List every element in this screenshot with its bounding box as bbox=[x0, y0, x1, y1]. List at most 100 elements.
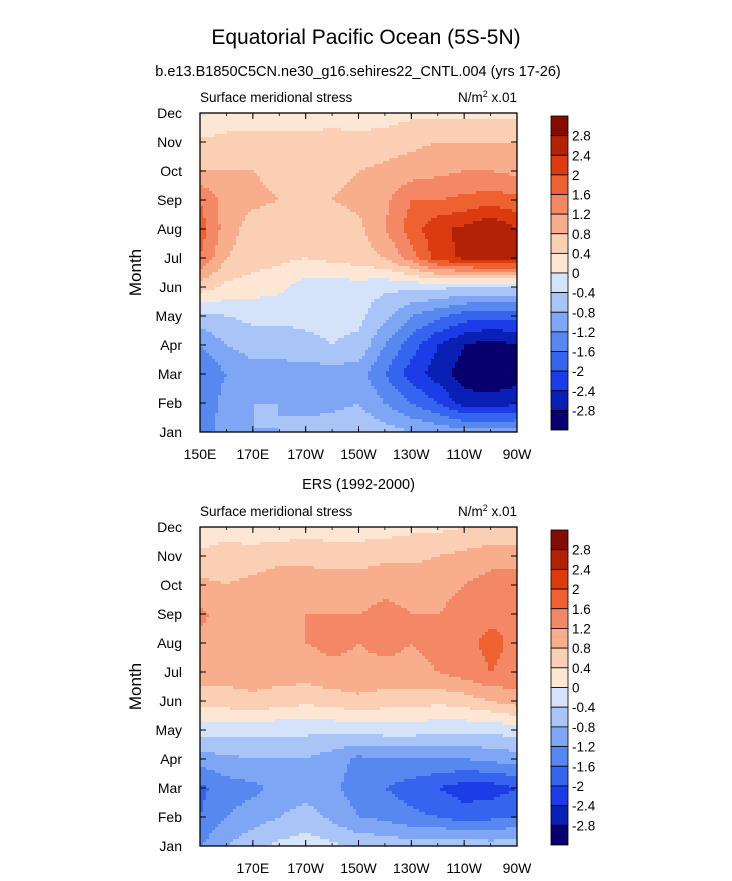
heatmap-cell bbox=[401, 149, 405, 153]
heatmap-cell bbox=[500, 212, 504, 216]
heatmap-cell bbox=[365, 248, 369, 252]
heatmap-cell bbox=[449, 218, 453, 222]
heatmap-cell bbox=[476, 137, 480, 141]
heatmap-cell bbox=[341, 236, 345, 240]
heatmap-cell bbox=[233, 158, 237, 162]
heatmap-cell bbox=[374, 221, 378, 225]
heatmap-cell bbox=[296, 194, 300, 198]
heatmap-cell bbox=[314, 146, 318, 150]
heatmap-cell bbox=[296, 128, 300, 132]
heatmap-cell bbox=[260, 146, 264, 150]
heatmap-cell bbox=[326, 122, 330, 126]
heatmap-cell bbox=[383, 122, 387, 126]
heatmap-cell bbox=[335, 185, 339, 189]
heatmap-cell bbox=[302, 221, 306, 225]
heatmap-cell bbox=[461, 125, 465, 129]
heatmap-cell bbox=[278, 230, 282, 234]
heatmap-cell bbox=[383, 251, 387, 255]
heatmap-cell bbox=[482, 224, 486, 228]
heatmap-cell bbox=[422, 134, 426, 138]
heatmap-cell bbox=[314, 197, 318, 201]
heatmap-cell bbox=[392, 143, 396, 147]
heatmap-cell bbox=[470, 245, 474, 249]
heatmap-cell bbox=[449, 200, 453, 204]
heatmap-cell bbox=[293, 224, 297, 228]
heatmap-cell bbox=[257, 206, 261, 210]
heatmap-cell bbox=[452, 203, 456, 207]
heatmap-cell bbox=[440, 143, 444, 147]
heatmap-cell bbox=[512, 188, 516, 192]
heatmap-cell bbox=[473, 137, 477, 141]
heatmap-cell bbox=[422, 212, 426, 216]
heatmap-cell bbox=[278, 131, 282, 135]
heatmap-cell bbox=[434, 233, 438, 237]
heatmap-cell bbox=[467, 155, 471, 159]
heatmap-cell bbox=[410, 200, 414, 204]
heatmap-cell bbox=[203, 242, 207, 246]
heatmap-cell bbox=[338, 224, 342, 228]
heatmap-cell bbox=[338, 218, 342, 222]
heatmap-cell bbox=[425, 125, 429, 129]
heatmap-cell bbox=[326, 245, 330, 249]
heatmap-cell bbox=[311, 242, 315, 246]
heatmap-cell bbox=[272, 242, 276, 246]
heatmap-cell bbox=[233, 233, 237, 237]
heatmap-cell bbox=[374, 251, 378, 255]
heatmap-cell bbox=[428, 122, 432, 126]
heatmap-cell bbox=[482, 116, 486, 120]
heatmap-cell bbox=[386, 146, 390, 150]
heatmap-cell bbox=[227, 122, 231, 126]
heatmap-cell bbox=[209, 251, 213, 255]
heatmap-cell bbox=[428, 134, 432, 138]
heatmap-cell bbox=[488, 125, 492, 129]
heatmap-cell bbox=[242, 116, 246, 120]
heatmap-cell bbox=[311, 203, 315, 207]
heatmap-cell bbox=[494, 248, 498, 252]
heatmap-cell bbox=[497, 191, 501, 195]
heatmap-cell bbox=[413, 140, 417, 144]
heatmap-cell bbox=[266, 152, 270, 156]
heatmap-cell bbox=[284, 194, 288, 198]
heatmap-cell bbox=[377, 227, 381, 231]
heatmap-cell bbox=[257, 170, 261, 174]
heatmap-cell bbox=[209, 239, 213, 243]
heatmap-cell bbox=[509, 179, 513, 183]
heatmap-cell bbox=[269, 194, 273, 198]
heatmap-cell bbox=[353, 137, 357, 141]
heatmap-cell bbox=[380, 212, 384, 216]
heatmap-cell bbox=[401, 155, 405, 159]
heatmap-cell bbox=[284, 239, 288, 243]
heatmap-cell bbox=[500, 137, 504, 141]
heatmap-cell bbox=[278, 125, 282, 129]
heatmap-cell bbox=[374, 185, 378, 189]
heatmap-cell bbox=[317, 155, 321, 159]
heatmap-cell bbox=[224, 119, 228, 123]
heatmap-cell bbox=[248, 212, 252, 216]
heatmap-cell bbox=[203, 218, 207, 222]
heatmap-cell bbox=[491, 194, 495, 198]
heatmap-cell bbox=[338, 119, 342, 123]
heatmap-cell bbox=[341, 245, 345, 249]
heatmap-cell bbox=[443, 212, 447, 216]
heatmap-cell bbox=[413, 155, 417, 159]
heatmap-cell bbox=[212, 185, 216, 189]
heatmap-cell bbox=[269, 146, 273, 150]
heatmap-cell bbox=[272, 158, 276, 162]
heatmap-cell bbox=[383, 146, 387, 150]
heatmap-cell bbox=[506, 125, 510, 129]
heatmap-cell bbox=[281, 215, 285, 219]
heatmap-cell bbox=[401, 224, 405, 228]
heatmap-cell bbox=[383, 182, 387, 186]
heatmap-cell bbox=[254, 137, 258, 141]
heatmap-cell bbox=[359, 230, 363, 234]
heatmap-cell bbox=[464, 242, 468, 246]
heatmap-cell bbox=[278, 161, 282, 165]
heatmap-cell bbox=[233, 143, 237, 147]
heatmap-cell bbox=[371, 203, 375, 207]
heatmap-cell bbox=[464, 230, 468, 234]
heatmap-cell bbox=[251, 134, 255, 138]
heatmap-cell bbox=[299, 176, 303, 180]
heatmap-cell bbox=[419, 149, 423, 153]
heatmap-cell bbox=[221, 215, 225, 219]
heatmap-cell bbox=[506, 224, 510, 228]
